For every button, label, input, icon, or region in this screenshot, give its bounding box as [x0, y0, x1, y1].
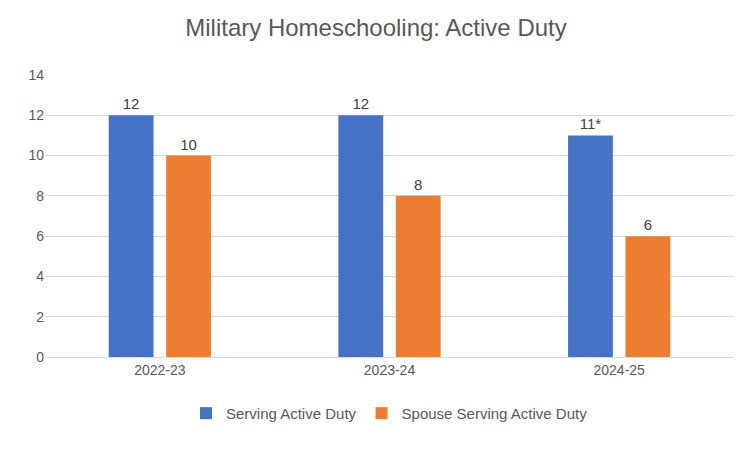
- svg-text:Military Homeschooling: Active: Military Homeschooling: Active Duty: [185, 14, 566, 41]
- svg-text:8: 8: [414, 176, 422, 193]
- svg-text:6: 6: [36, 228, 44, 244]
- svg-text:6: 6: [644, 216, 652, 233]
- svg-text:2024-25: 2024-25: [593, 362, 645, 378]
- svg-text:4: 4: [36, 268, 44, 284]
- svg-text:2022-23: 2022-23: [134, 362, 186, 378]
- svg-text:10: 10: [180, 136, 197, 153]
- svg-text:2023-24: 2023-24: [364, 362, 416, 378]
- svg-text:11*: 11*: [580, 115, 602, 132]
- svg-text:14: 14: [28, 67, 44, 83]
- svg-text:0: 0: [36, 349, 44, 365]
- svg-text:12: 12: [28, 107, 44, 123]
- svg-text:10: 10: [28, 147, 44, 163]
- svg-text:12: 12: [123, 95, 140, 112]
- svg-text:Serving Active Duty: Serving Active Duty: [226, 405, 357, 422]
- svg-text:Spouse Serving Active Duty: Spouse Serving Active Duty: [402, 405, 588, 422]
- svg-text:2: 2: [36, 309, 44, 325]
- svg-text:8: 8: [36, 188, 44, 204]
- svg-text:12: 12: [352, 95, 369, 112]
